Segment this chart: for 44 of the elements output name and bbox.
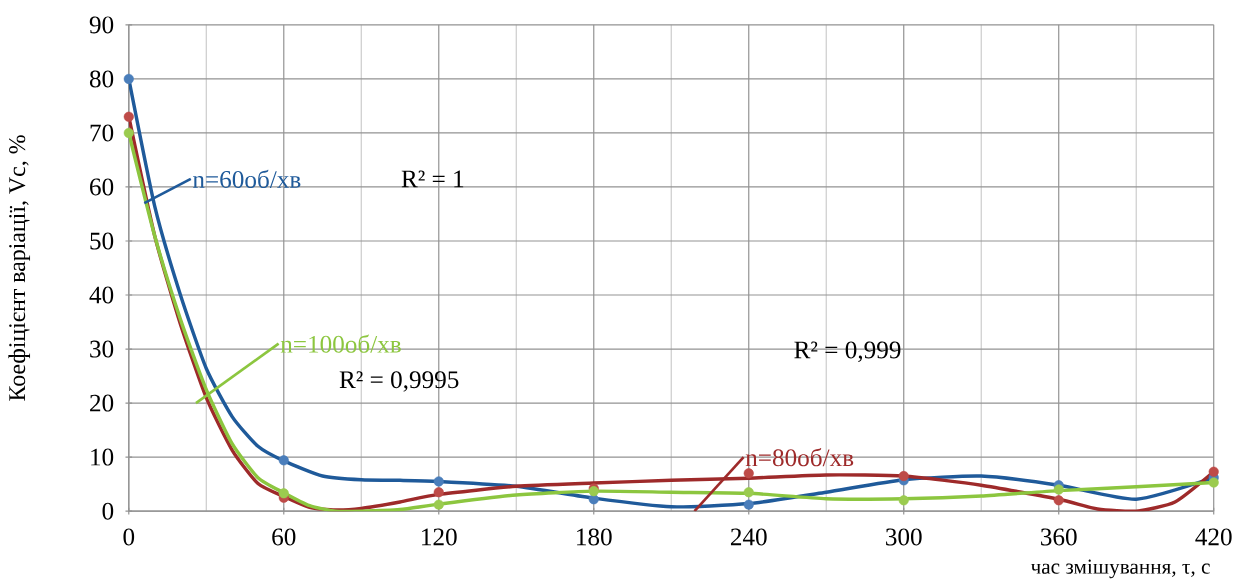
x-tick-label: 0 — [123, 528, 135, 546]
point — [433, 487, 444, 498]
point — [1053, 484, 1064, 495]
point — [1208, 466, 1219, 477]
point — [278, 488, 289, 499]
x-axis-title: час змішування, τ, с — [1030, 559, 1210, 579]
annotation: R² = 0,999 — [794, 341, 901, 363]
legend-label: n=60об/хв — [192, 169, 301, 189]
y-tick-label: 40 — [89, 286, 114, 304]
point — [898, 471, 909, 482]
point — [123, 74, 134, 85]
x-tick-label: 60 — [272, 528, 296, 546]
point — [1053, 495, 1064, 506]
y-tick-label: 0 — [102, 502, 114, 520]
y-axis-title: Коефіцієнт варіації, Vc, % — [8, 135, 31, 402]
y-tick-label: 10 — [91, 448, 114, 466]
y-tick-label: 30 — [90, 340, 114, 358]
x-tick-label: 420 — [1195, 528, 1232, 546]
point — [123, 111, 134, 122]
x-tick-label: 360 — [1041, 528, 1077, 546]
x-tick-label: 240 — [730, 528, 767, 546]
annotation: R² = 0,9995 — [339, 371, 459, 392]
text: n=100об/хв — [280, 334, 401, 353]
point — [433, 476, 444, 487]
x-tick-label: 180 — [577, 528, 612, 546]
y-tick-label: 80 — [89, 70, 114, 88]
x-tick-label: 120 — [422, 528, 457, 546]
x-tick-label: 300 — [886, 528, 922, 546]
y-tick-label: 50 — [90, 232, 114, 250]
y-tick-label: 20 — [90, 394, 114, 412]
annotation: R² = 1 — [401, 170, 464, 188]
point — [743, 487, 754, 498]
point — [898, 495, 909, 506]
y-tick-label: 70 — [90, 124, 114, 142]
point — [123, 128, 134, 139]
point — [1208, 477, 1219, 488]
point — [588, 494, 599, 505]
y-tick-label: 60 — [90, 178, 114, 196]
point — [743, 499, 754, 510]
series-label: n=80об/хв — [745, 448, 854, 467]
y-tick-label: 90 — [89, 16, 114, 34]
point — [743, 468, 754, 479]
point — [433, 499, 444, 510]
point — [278, 455, 289, 466]
